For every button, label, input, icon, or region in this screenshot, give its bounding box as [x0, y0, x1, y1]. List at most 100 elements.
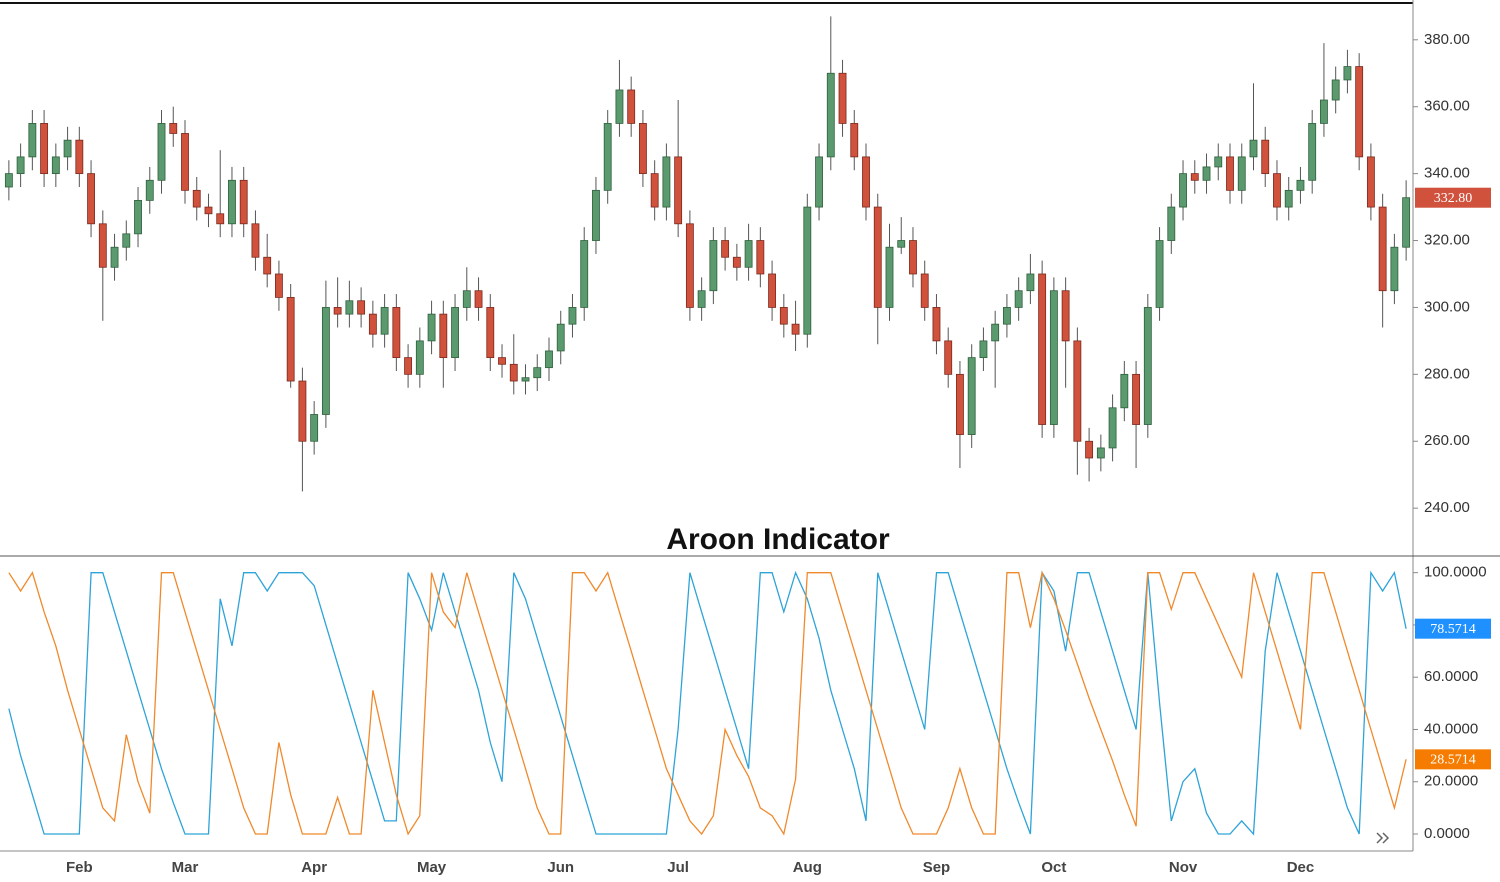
y-tick-label: 320.00	[1424, 231, 1470, 248]
candle-body	[533, 367, 542, 379]
candle-body	[286, 296, 295, 382]
last-value-label: 332.80	[1434, 191, 1473, 206]
candle-body	[28, 123, 37, 158]
candle-body	[545, 350, 553, 369]
candle-body	[1273, 173, 1281, 208]
candle-body	[1179, 173, 1187, 208]
candle-body	[932, 307, 941, 342]
candle-body	[1014, 290, 1023, 308]
y-tick-label: 240.00	[1424, 499, 1470, 516]
candle-body	[1320, 99, 1328, 124]
y-tick-label: 380.00	[1424, 31, 1470, 48]
y-tick-label: 100.0000	[1424, 564, 1487, 581]
candle-body	[1214, 156, 1223, 168]
candle-body	[357, 300, 366, 315]
candle-body	[392, 307, 401, 359]
candle-body	[204, 206, 213, 215]
aroon-line	[8, 570, 1407, 836]
candle-body	[404, 357, 413, 375]
candle-body	[615, 89, 624, 124]
candle-body	[474, 290, 483, 308]
candle-body	[51, 156, 60, 175]
candle-body	[87, 173, 95, 225]
y-tick-label: 260.00	[1424, 432, 1470, 449]
candle-body	[709, 240, 718, 292]
candle-body	[1343, 66, 1352, 81]
candle-body	[1402, 197, 1411, 248]
candle-body	[568, 307, 577, 325]
candle-body	[1190, 173, 1199, 181]
candle-body	[956, 373, 964, 435]
candle-body	[63, 139, 72, 158]
candle-body	[1308, 123, 1317, 181]
candle-body	[1026, 273, 1035, 292]
candle-body	[1049, 290, 1058, 425]
last-value-label: 28.5714	[1430, 753, 1476, 768]
candle-body	[439, 313, 448, 359]
x-tick-label: Oct	[1041, 859, 1066, 876]
x-tick-label: Sep	[923, 859, 951, 876]
candle-body	[1249, 139, 1258, 158]
candle-body	[216, 213, 225, 225]
candle-body	[1284, 189, 1293, 208]
x-tick-label: May	[417, 859, 447, 876]
candle-body	[157, 123, 166, 181]
candle-body	[1038, 273, 1047, 425]
candle-body	[885, 246, 894, 308]
candle-body	[744, 240, 753, 268]
candle-body	[674, 156, 683, 225]
x-tick-label: Feb	[66, 859, 93, 876]
y-tick-label: 300.00	[1424, 298, 1470, 315]
y-tick-label: 20.0000	[1424, 773, 1478, 790]
candle-body	[768, 273, 777, 308]
candle-body	[321, 307, 330, 415]
candle-body	[685, 223, 694, 308]
candle-body	[920, 273, 929, 308]
candle-body	[603, 123, 612, 191]
candle-body	[1143, 307, 1152, 425]
x-tick-label: Dec	[1287, 859, 1315, 876]
candle-body	[1120, 373, 1129, 409]
candle-body	[1226, 156, 1234, 191]
candle-body	[427, 313, 436, 342]
x-tick-label: Jun	[547, 859, 574, 876]
candle-body	[228, 179, 236, 225]
candle-body	[556, 323, 565, 352]
candle-body	[979, 340, 988, 359]
candle-body	[451, 307, 459, 359]
scroll-arrows	[1376, 832, 1390, 844]
candle-body	[1202, 166, 1211, 181]
candle-body	[134, 199, 142, 235]
scroll-icon[interactable]	[1372, 827, 1394, 849]
candle-body	[944, 340, 953, 375]
candle-body	[592, 189, 600, 241]
candle-body	[1132, 373, 1140, 425]
candle-body	[897, 240, 906, 248]
candle-body	[721, 240, 730, 258]
candle-body	[638, 123, 647, 175]
candle-body	[368, 313, 377, 335]
candle-body	[98, 223, 107, 268]
x-tick-label: Mar	[172, 859, 199, 876]
candle-body	[462, 290, 471, 308]
candle-body	[1155, 240, 1164, 308]
candle-body	[498, 357, 506, 365]
candle-body	[1390, 246, 1399, 292]
candle-body	[1085, 440, 1094, 459]
candle-body	[122, 233, 131, 248]
candle-body	[40, 123, 49, 175]
candle-body	[826, 72, 835, 158]
candle-body	[251, 223, 260, 258]
candle-body	[1108, 407, 1117, 449]
candle-body	[1355, 66, 1364, 158]
candle-body	[415, 340, 424, 375]
x-tick-label: Jul	[667, 859, 689, 876]
candle-body	[181, 133, 189, 191]
candle-body	[75, 139, 84, 175]
candle-body	[169, 123, 178, 134]
candle-body	[803, 206, 812, 335]
y-tick-label: 280.00	[1424, 365, 1470, 382]
candle-body	[310, 414, 319, 442]
candle-body	[239, 179, 248, 225]
